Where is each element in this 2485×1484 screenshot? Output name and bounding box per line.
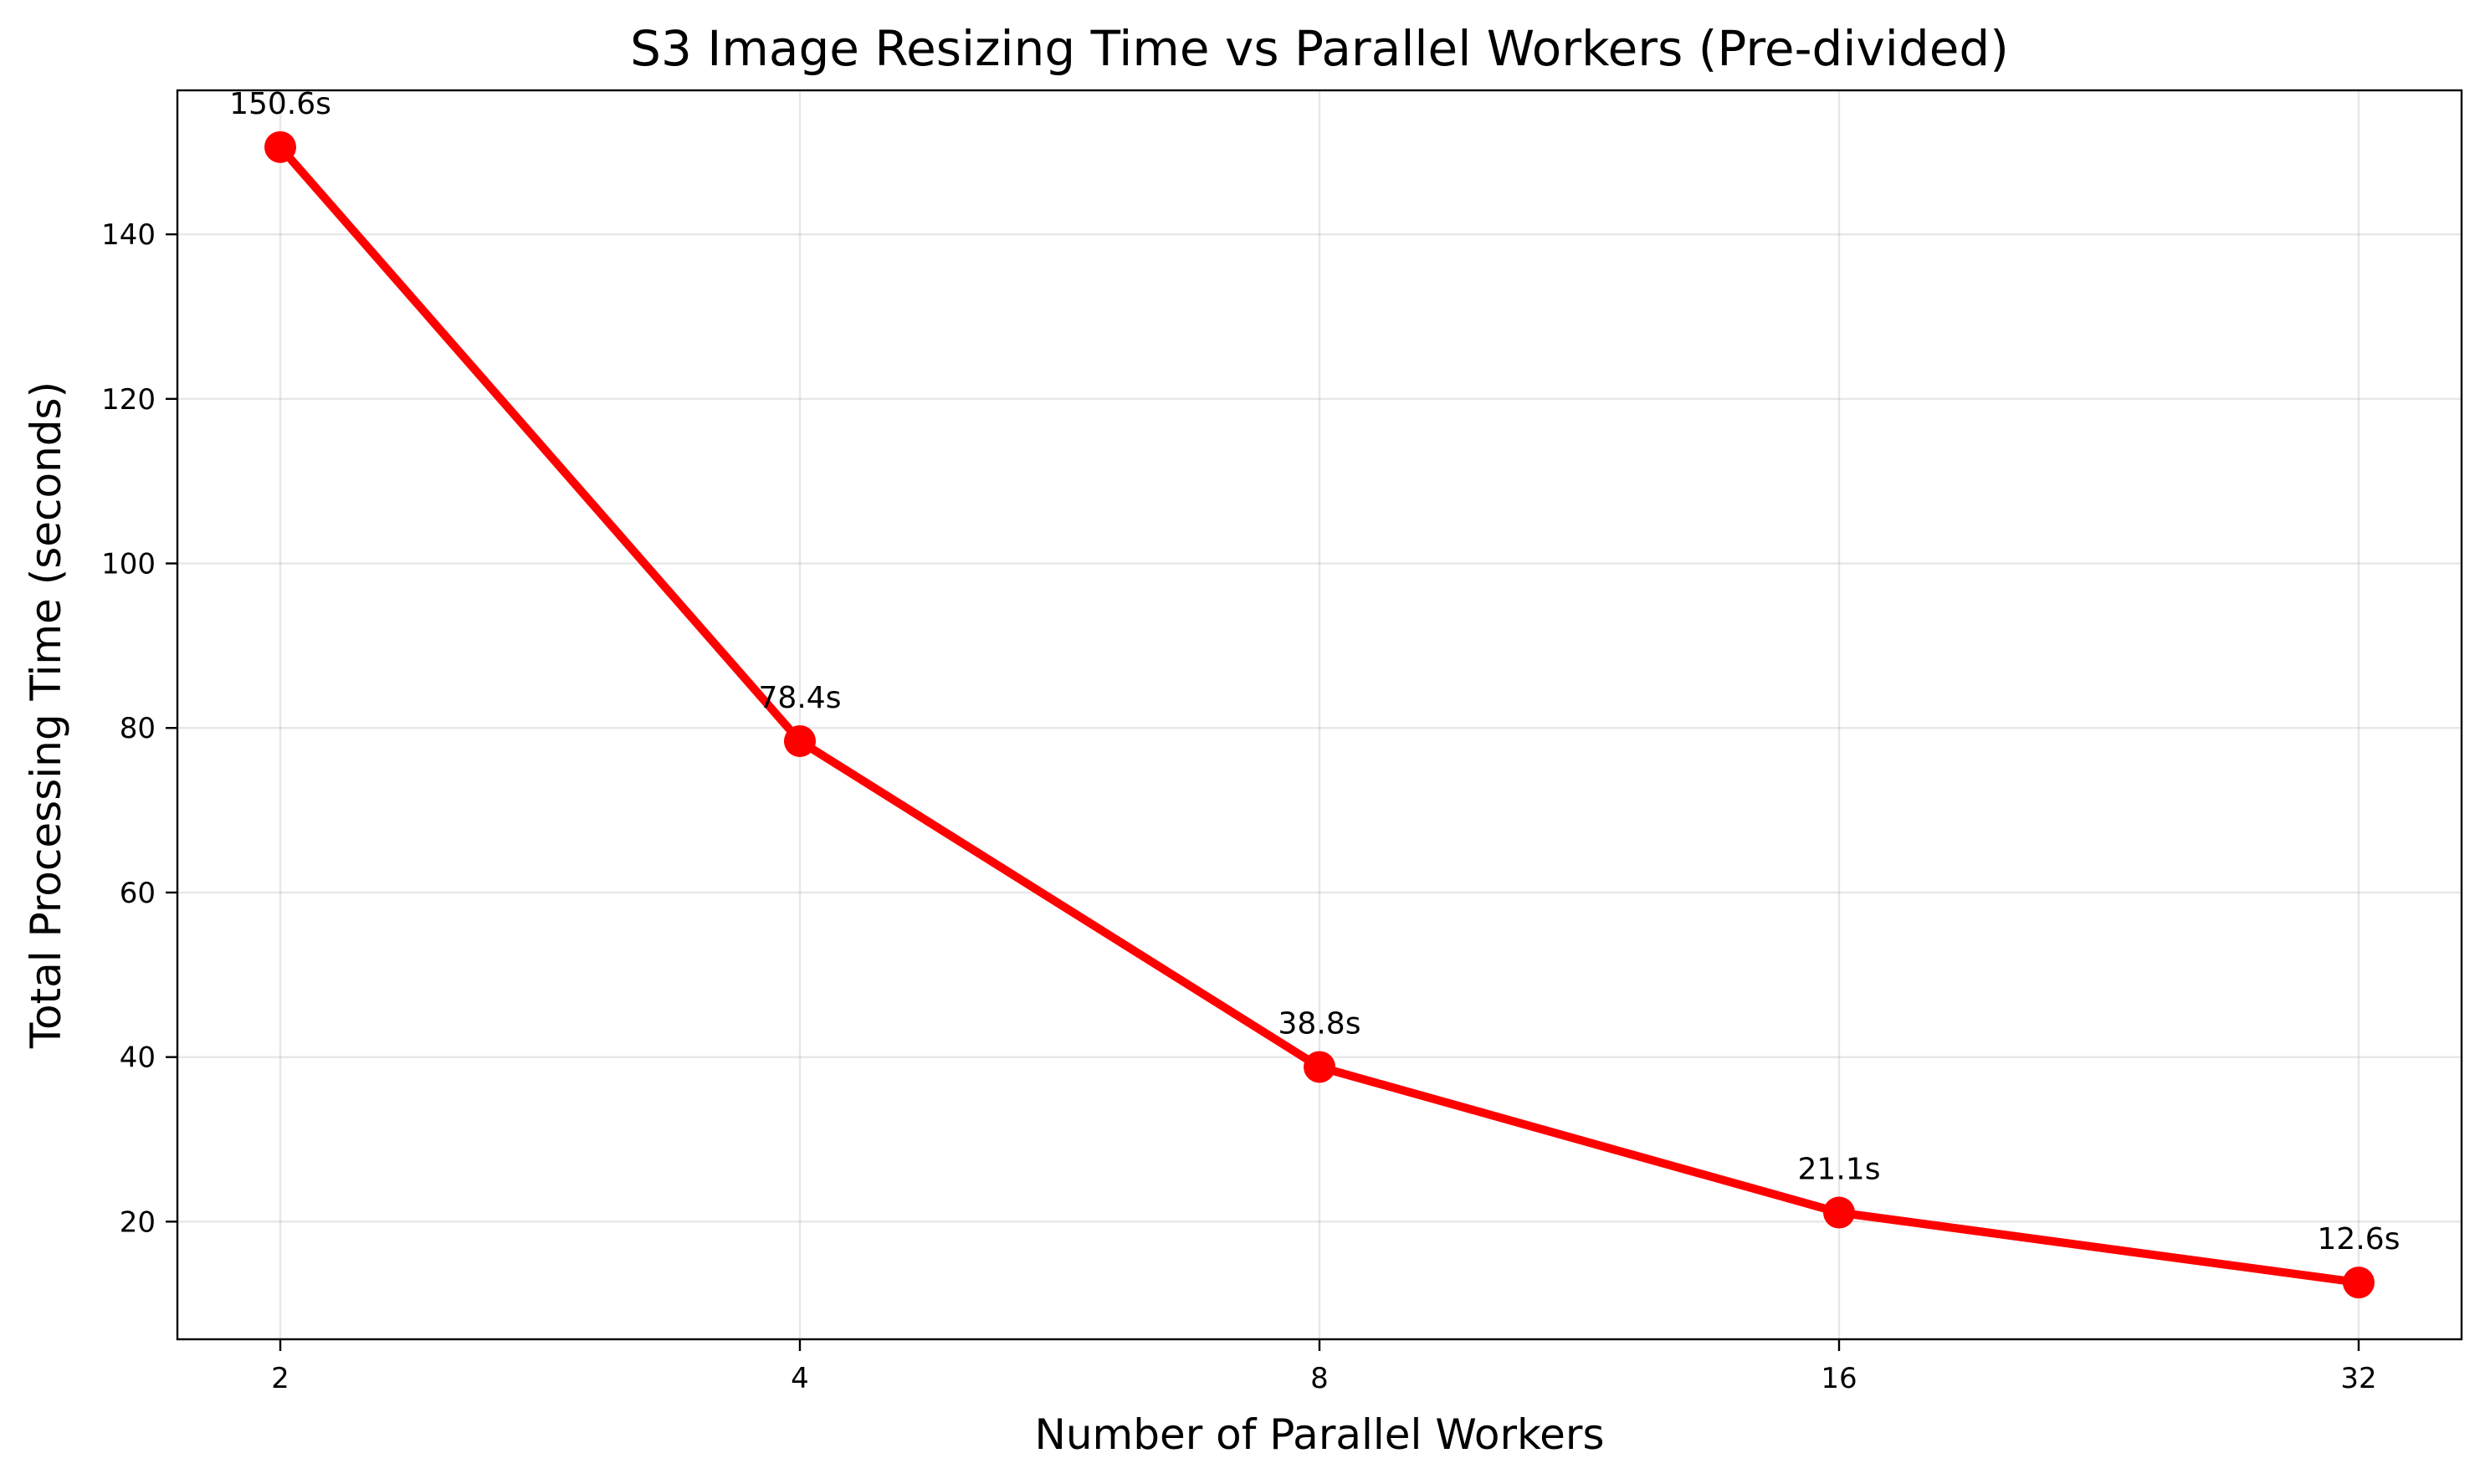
series-layer	[264, 130, 2375, 1299]
y-axis-label: Total Processing Time (seconds)	[22, 381, 70, 1049]
y-tick-label: 60	[120, 877, 156, 910]
y-tick-label: 120	[101, 383, 156, 417]
data-label: 150.6s	[229, 87, 331, 121]
data-point	[264, 130, 296, 163]
y-tick-label: 20	[120, 1205, 156, 1239]
data-label: 38.8s	[1278, 1006, 1361, 1041]
grid	[177, 90, 2462, 1339]
data-label: 78.4s	[759, 681, 842, 715]
data-point	[1304, 1051, 1335, 1083]
data-label: 12.6s	[2318, 1222, 2400, 1256]
chart-title: S3 Image Resizing Time vs Parallel Worke…	[630, 20, 2009, 77]
y-tick-label: 100	[101, 548, 156, 581]
data-point	[784, 724, 816, 757]
data-point	[1823, 1196, 1855, 1229]
data-labels: 150.6s 78.4s 38.8s 21.1s 12.6s	[229, 87, 2400, 1256]
x-tick-label: 2	[271, 1362, 289, 1395]
y-tick-label: 80	[120, 712, 156, 745]
x-tick-label: 8	[1310, 1362, 1329, 1395]
x-tick-label: 4	[791, 1362, 809, 1395]
y-tick-label: 40	[120, 1041, 156, 1075]
data-label: 21.1s	[1798, 1153, 1881, 1187]
axis-ticks: 2 4 8 16 32 20 40 60 80 100 120 140	[101, 218, 2377, 1395]
data-point	[2343, 1267, 2375, 1299]
y-tick-label: 140	[101, 218, 156, 252]
x-tick-label: 16	[1821, 1362, 1857, 1395]
x-tick-label: 32	[2340, 1362, 2376, 1395]
x-axis-label: Number of Parallel Workers	[1034, 1410, 1604, 1459]
